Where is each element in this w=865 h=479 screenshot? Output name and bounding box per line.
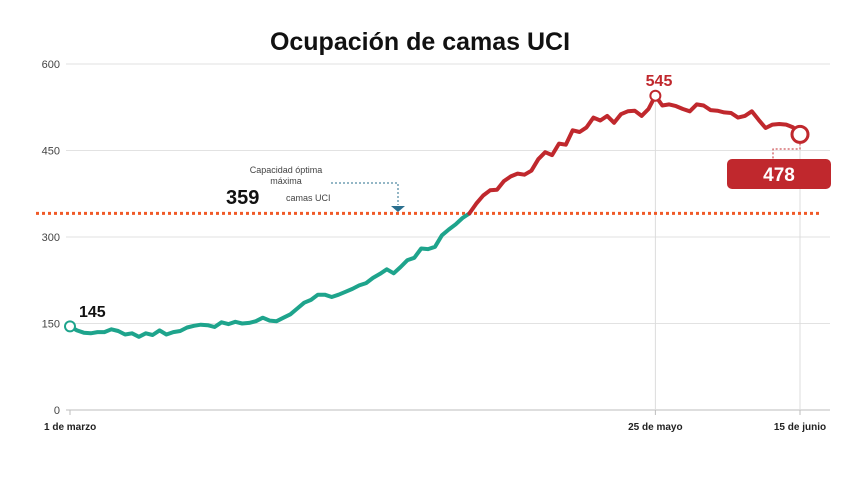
x-tick-label: 1 de marzo [44,422,96,433]
y-tick-label: 450 [42,146,60,158]
x-tick-label: 15 de junio [774,422,826,433]
y-axis-ticks: 0 150 300 450 600 [42,59,60,417]
start-point-marker [64,320,76,333]
chart-title: Ocupación de camas UCI [270,28,570,56]
end-point-marker [790,124,810,144]
annotation-guides [654,101,801,410]
grid-lines [66,63,830,411]
threshold-number-label: 359 [226,187,259,209]
series-lines [68,93,802,339]
threshold-label-line2: máxima [270,176,302,186]
start-value-label: 145 [79,304,106,321]
markers [64,89,810,333]
y-tick-label: 600 [42,59,60,71]
threshold-label-line3: camas UCI [286,193,331,203]
x-tick-label: 25 de mayo [628,422,682,433]
end-label-leader [772,143,801,159]
series-line-above-threshold [467,93,802,216]
threshold-group [36,182,822,215]
threshold-pointer [331,182,399,205]
end-value-label: 478 [763,165,795,186]
end-value-badge [727,159,831,189]
x-axis-ticks: 1 de marzo 25 de mayo 15 de junio [44,410,826,433]
threshold-label-line1: Capacidad óptima [250,165,323,175]
y-tick-label: 150 [42,319,60,331]
series-line-below-threshold [68,211,472,339]
peak-point-marker [649,89,662,102]
peak-value-label: 545 [646,73,673,90]
threshold-pointer-arrow [391,206,405,212]
y-tick-label: 0 [54,405,60,417]
y-tick-label: 300 [42,232,60,244]
